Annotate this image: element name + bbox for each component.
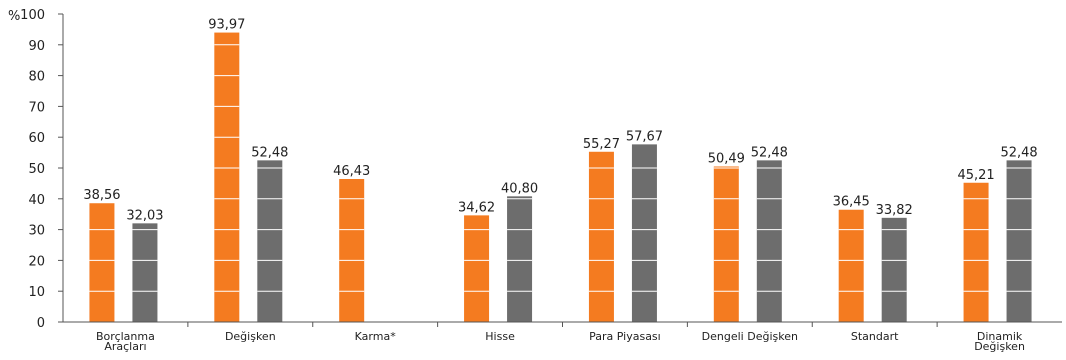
category-label: Dengeli Değişken [702,330,798,343]
category-label: Değişken [974,340,1025,353]
data-label: 40,80 [501,181,538,196]
axes-layer: 0 10 20 30 40 50 60 70 80 90 100 [20,8,1062,331]
category-label: Dinamik [977,330,1023,343]
category-label: Borçlanma [96,330,155,343]
category-label: Hisse [485,330,515,343]
data-label: 57,67 [626,129,663,144]
data-label: 46,43 [333,164,370,179]
y-tick-label: 100 [20,8,45,23]
y-tick-label: 70 [28,100,45,115]
y-tick-label: 80 [28,70,45,85]
data-label: 55,27 [583,137,620,152]
y-tick-label: 20 [28,254,45,269]
data-label: 45,21 [957,168,994,183]
data-label: 36,45 [833,195,870,210]
bar [214,32,240,323]
bar [339,178,365,322]
category-label: Para Piyasası [589,330,661,343]
bar [881,217,907,322]
bar [713,166,739,322]
data-label: 34,62 [458,200,495,215]
bar [89,203,115,322]
data-label: 38,56 [83,188,120,203]
bar [838,209,864,322]
y-tick-label: 40 [28,193,45,208]
y-tick-label: 50 [28,162,45,177]
data-label: 50,49 [708,151,745,166]
bar [963,182,989,322]
y-tick-label: 60 [28,131,45,146]
category-label: Değişken [225,330,276,343]
category-label: Araçları [104,340,146,353]
data-label: 52,48 [751,145,788,160]
bar [1006,160,1032,322]
data-label: 33,82 [876,203,913,218]
bar [631,144,657,322]
bars-layer [89,32,1032,323]
category-label: Standart [851,330,899,343]
bar [132,223,158,322]
data-label: 52,48 [251,145,288,160]
data-label: 52,48 [1000,145,1037,160]
data-label: 32,03 [126,208,163,223]
y-tick-label: 0 [37,316,45,331]
bar [257,160,283,322]
y-tick-label: 10 [28,285,45,300]
data-label: 93,97 [208,18,245,33]
category-label: Karma* [355,330,397,343]
y-axis-unit-label: % [8,9,20,24]
bar [464,215,490,322]
bar [756,160,782,322]
y-tick-label: 90 [28,39,45,54]
bar [588,151,614,322]
y-tick-label: 30 [28,224,45,239]
bar [507,196,533,322]
